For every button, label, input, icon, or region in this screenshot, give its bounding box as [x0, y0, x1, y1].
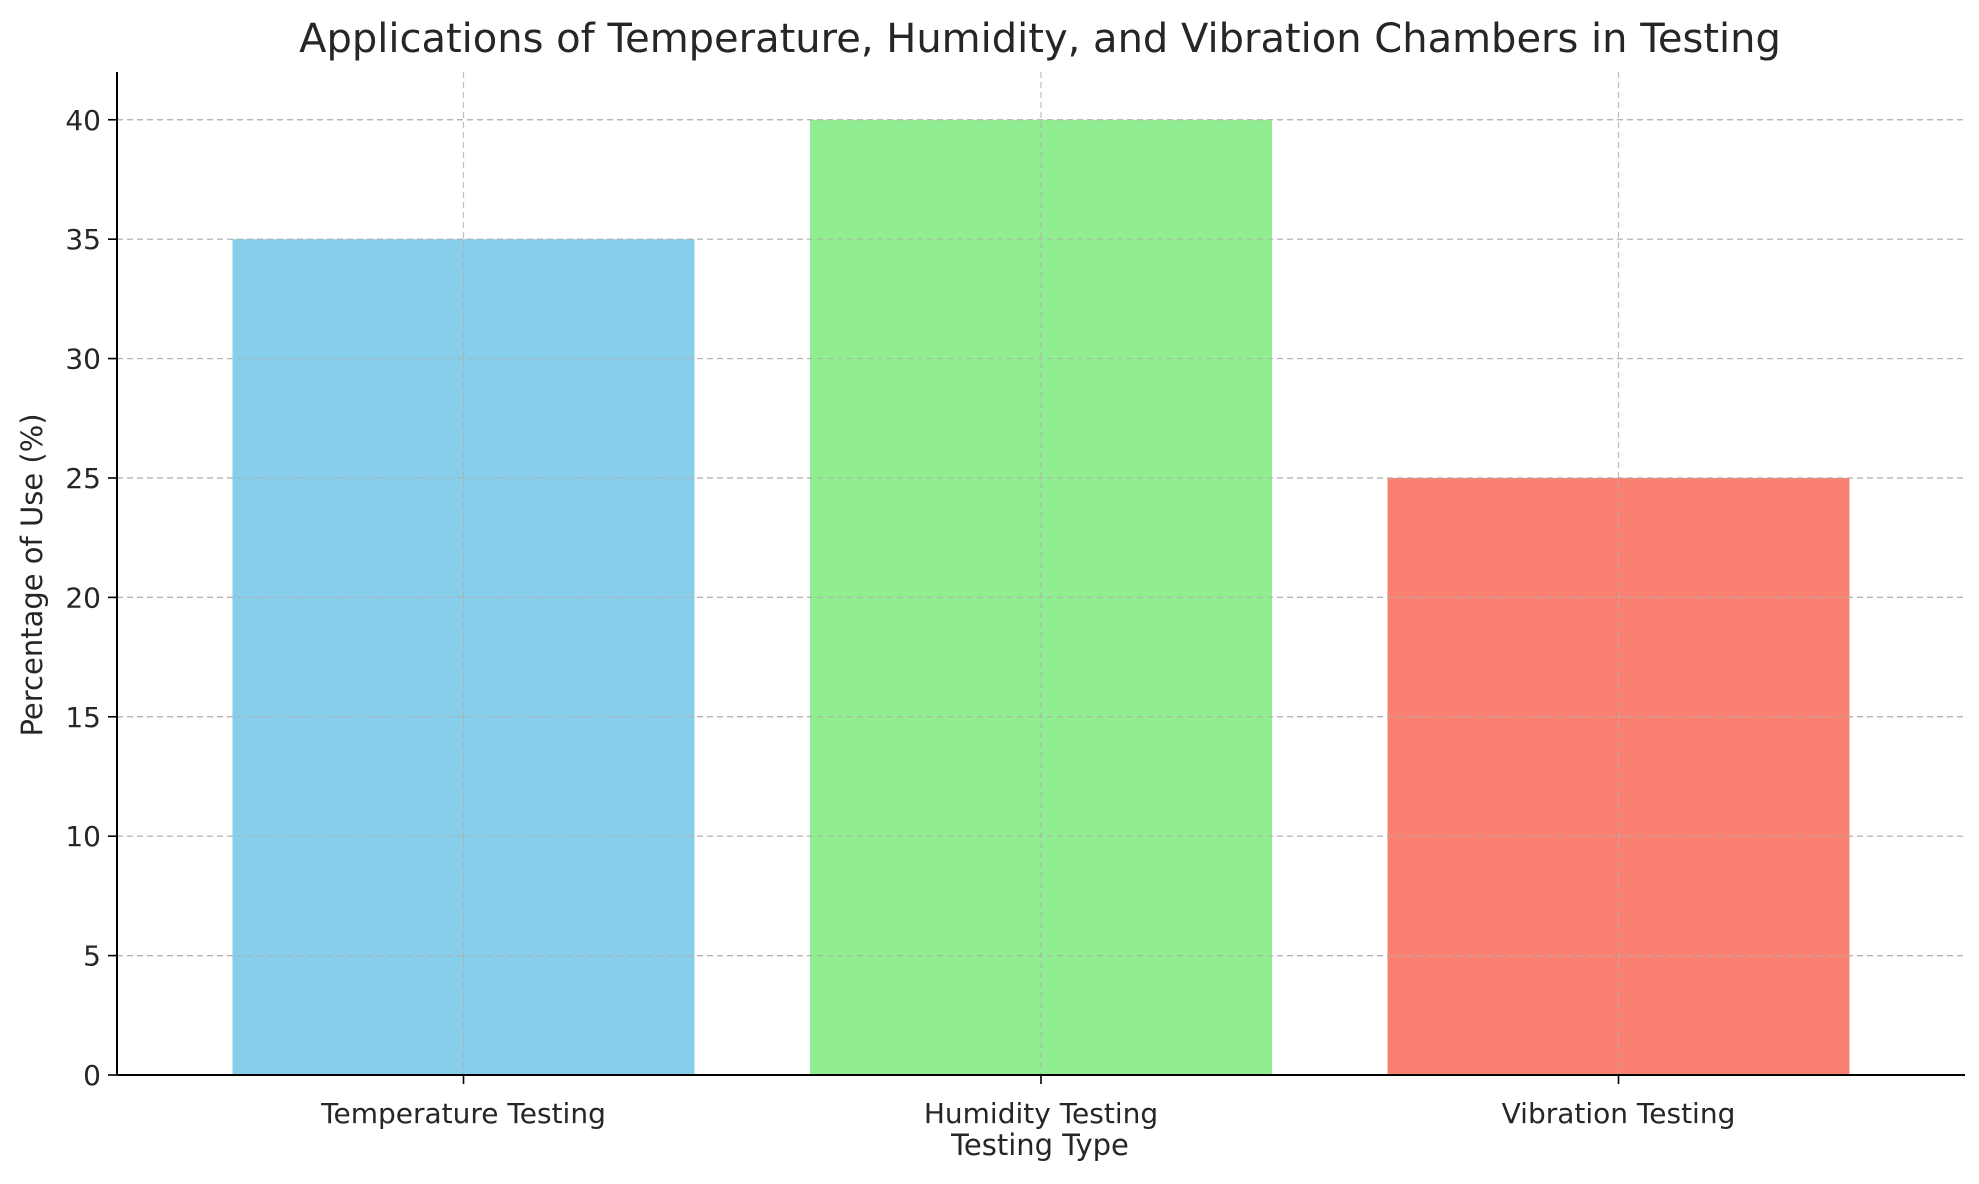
chart-title: Applications of Temperature, Humidity, a… — [299, 16, 1781, 62]
y-tick-label: 15 — [65, 701, 101, 734]
y-tick-label: 40 — [65, 104, 101, 137]
x-tick-label: Temperature Testing — [320, 1097, 606, 1130]
x-tick-label: Humidity Testing — [924, 1097, 1158, 1130]
y-tick-label: 5 — [83, 940, 101, 973]
y-tick-label: 35 — [65, 223, 101, 256]
y-tick-label: 10 — [65, 820, 101, 853]
x-tick-label: Vibration Testing — [1502, 1097, 1736, 1130]
y-tick-label: 0 — [83, 1059, 101, 1092]
x-axis-ticks: Temperature Testing Humidity Testing Vibra… — [320, 1075, 1735, 1130]
y-axis-label: Percentage of Use (%) — [15, 413, 49, 736]
y-tick-label: 20 — [65, 581, 101, 614]
y-axis-ticks: 0 5 10 15 20 25 30 35 40 — [65, 104, 117, 1092]
y-tick-label: 25 — [65, 462, 101, 495]
x-axis-label: Testing Type — [950, 1128, 1129, 1162]
y-tick-label: 30 — [65, 343, 101, 376]
